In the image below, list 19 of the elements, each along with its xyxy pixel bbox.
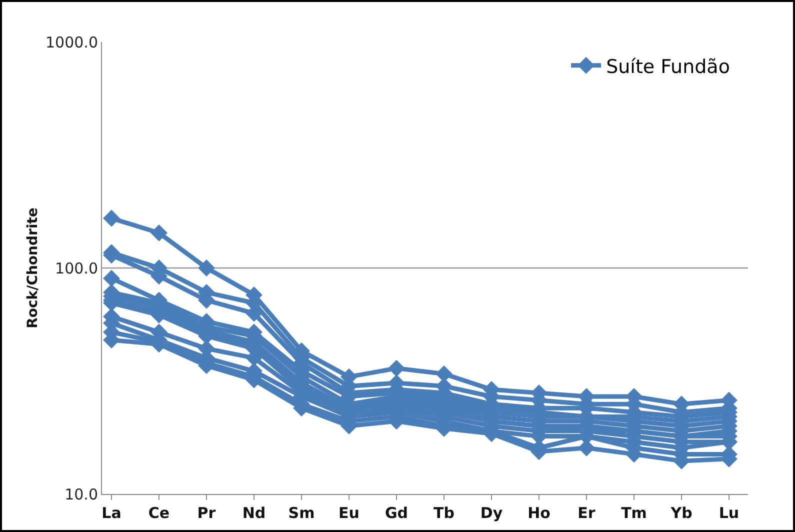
- x-tick-label: Lu: [718, 504, 740, 522]
- legend-label: Suíte Fundão: [606, 56, 730, 78]
- x-tick-label: Er: [578, 504, 596, 522]
- x-tick-label: Nd: [242, 504, 266, 522]
- y-tick-label: 100.0: [55, 259, 98, 278]
- x-tick-label: Tb: [434, 504, 455, 522]
- y-tick-label: 10.0: [64, 485, 98, 504]
- y-tick-label: 1000.0: [46, 33, 98, 52]
- y-axis-title: Rock/Chondrite: [25, 208, 42, 328]
- x-tick-label: Ho: [528, 504, 550, 522]
- x-tick-label: Ce: [148, 504, 170, 522]
- x-tick-label: Pr: [197, 504, 216, 522]
- x-tick-label: Tm: [621, 504, 647, 522]
- x-tick-label: Gd: [384, 504, 408, 522]
- x-tick-label: Dy: [480, 504, 503, 522]
- x-tick-label: Yb: [670, 504, 693, 522]
- x-tick-label: Eu: [338, 504, 360, 522]
- x-tick-label: La: [102, 504, 122, 522]
- x-tick-label: Sm: [288, 504, 315, 522]
